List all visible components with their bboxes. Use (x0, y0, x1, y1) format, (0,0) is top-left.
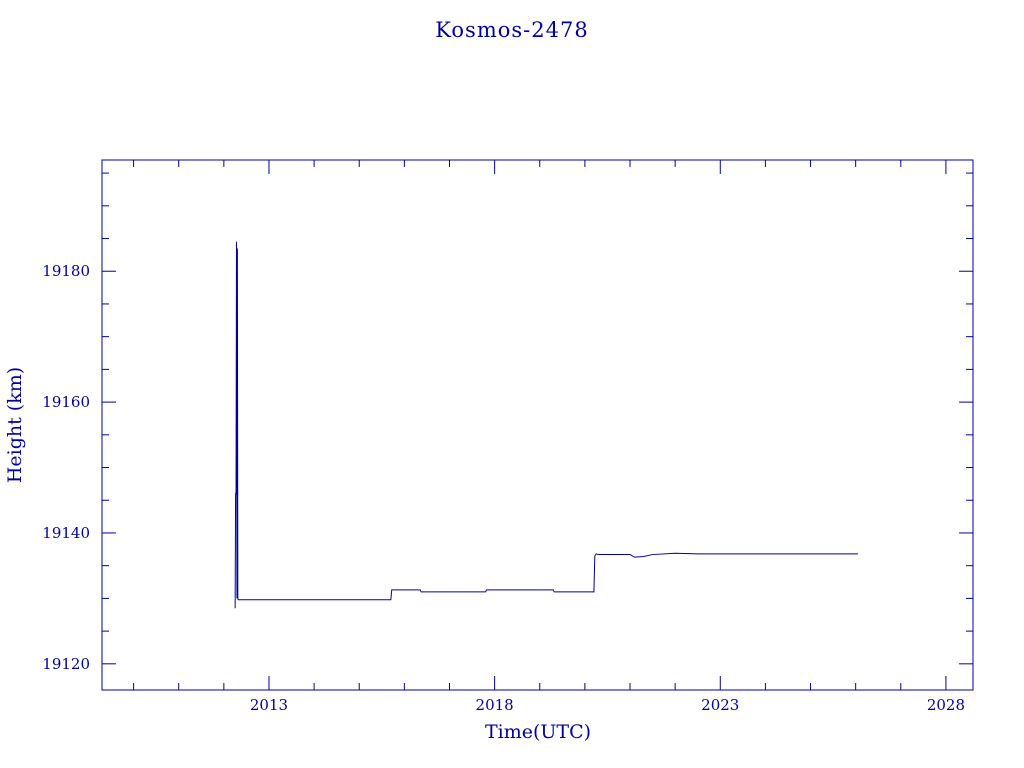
axis-ticks (102, 160, 973, 690)
y-tick-label: 19120 (42, 655, 90, 673)
x-tick-label: 2028 (927, 696, 965, 714)
y-axis-label: Height (km) (4, 367, 26, 483)
x-tick-label: 2013 (250, 696, 288, 714)
chart-title: Kosmos-2478 (435, 18, 588, 42)
x-tick-labels: 2013 2018 2023 2028 (250, 696, 965, 714)
series-line (234, 241, 858, 609)
y-tick-label: 19180 (42, 262, 90, 280)
x-tick-label: 2023 (701, 696, 739, 714)
x-axis-label: Time(UTC) (485, 721, 591, 743)
x-tick-label: 2018 (476, 696, 514, 714)
plot-frame (101, 159, 974, 691)
y-tick-label: 19160 (42, 393, 90, 411)
y-tick-label: 19140 (42, 524, 90, 542)
y-tick-labels: 19120 19140 19160 19180 (42, 262, 90, 673)
